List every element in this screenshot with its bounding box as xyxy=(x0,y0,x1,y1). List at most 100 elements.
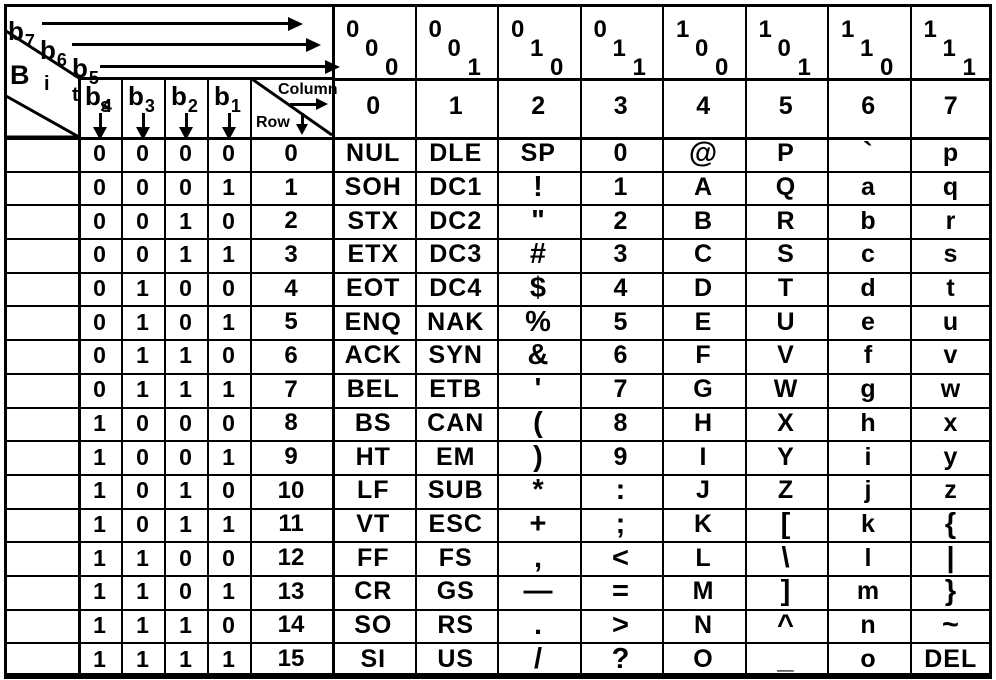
ascii-cell-5-3[interactable]: S xyxy=(777,240,795,269)
ascii-cell-7-3[interactable]: s xyxy=(943,240,958,269)
ascii-cell-1-0[interactable]: DLE xyxy=(429,139,483,168)
ascii-cell-3-9[interactable]: 9 xyxy=(613,442,628,471)
ascii-cell-7-1[interactable]: q xyxy=(942,173,959,202)
ascii-cell-3-4[interactable]: 4 xyxy=(613,274,628,303)
row-number-5[interactable]: 5 xyxy=(284,308,298,336)
column-number-5[interactable]: 5 xyxy=(778,92,793,120)
row-number-15[interactable]: 15 xyxy=(277,645,305,673)
ascii-cell-4-6[interactable]: F xyxy=(695,341,712,370)
column-number-2[interactable]: 2 xyxy=(531,92,546,120)
ascii-cell-1-4[interactable]: DC4 xyxy=(429,274,483,303)
ascii-cell-7-14[interactable]: ~ xyxy=(942,608,960,641)
ascii-cell-2-7[interactable]: ' xyxy=(534,373,542,406)
ascii-cell-6-11[interactable]: k xyxy=(861,509,876,538)
column-number-3[interactable]: 3 xyxy=(613,92,628,120)
ascii-cell-6-9[interactable]: i xyxy=(864,442,872,471)
ascii-cell-1-3[interactable]: DC3 xyxy=(429,240,483,269)
ascii-cell-0-9[interactable]: HT xyxy=(355,442,391,471)
ascii-cell-2-11[interactable]: + xyxy=(529,507,547,540)
ascii-cell-7-2[interactable]: r xyxy=(945,206,956,235)
ascii-cell-4-11[interactable]: K xyxy=(693,509,713,538)
ascii-cell-5-13[interactable]: ] xyxy=(780,575,791,608)
ascii-cell-4-8[interactable]: H xyxy=(693,408,713,437)
ascii-cell-1-6[interactable]: SYN xyxy=(428,341,483,370)
ascii-cell-3-15[interactable]: ? xyxy=(611,642,630,675)
ascii-cell-5-12[interactable]: \ xyxy=(781,541,791,574)
ascii-cell-3-2[interactable]: 2 xyxy=(613,206,628,235)
row-number-4[interactable]: 4 xyxy=(284,274,298,302)
ascii-cell-5-7[interactable]: W xyxy=(773,375,798,404)
ascii-cell-2-10[interactable]: * xyxy=(532,474,545,507)
ascii-cell-6-6[interactable]: f xyxy=(863,341,873,370)
ascii-cell-0-14[interactable]: SO xyxy=(354,610,393,639)
ascii-cell-2-12[interactable]: , xyxy=(533,541,543,574)
row-number-2[interactable]: 2 xyxy=(284,207,298,235)
row-number-3[interactable]: 3 xyxy=(284,240,298,268)
ascii-cell-3-11[interactable]: ; xyxy=(615,507,626,540)
ascii-cell-7-8[interactable]: x xyxy=(943,408,958,437)
ascii-cell-5-6[interactable]: V xyxy=(777,341,795,370)
ascii-cell-0-15[interactable]: SI xyxy=(360,644,387,673)
ascii-cell-3-10[interactable]: : xyxy=(615,474,626,507)
ascii-cell-4-14[interactable]: N xyxy=(693,610,713,639)
ascii-cell-7-0[interactable]: p xyxy=(942,139,959,168)
ascii-cell-6-8[interactable]: h xyxy=(860,408,877,437)
ascii-cell-0-6[interactable]: ACK xyxy=(344,341,402,370)
ascii-cell-4-3[interactable]: C xyxy=(693,240,713,269)
ascii-cell-4-13[interactable]: M xyxy=(692,577,714,606)
ascii-cell-2-1[interactable]: ! xyxy=(533,171,544,204)
ascii-cell-3-6[interactable]: 6 xyxy=(613,341,628,370)
ascii-cell-1-7[interactable]: ETB xyxy=(429,375,483,404)
ascii-cell-6-1[interactable]: a xyxy=(861,173,876,202)
ascii-cell-5-10[interactable]: Z xyxy=(777,476,794,505)
ascii-cell-4-10[interactable]: J xyxy=(696,476,711,505)
ascii-cell-4-15[interactable]: O xyxy=(693,644,714,673)
ascii-cell-4-1[interactable]: A xyxy=(693,173,713,202)
ascii-cell-2-8[interactable]: ( xyxy=(533,406,544,439)
ascii-cell-2-13[interactable]: — xyxy=(523,575,553,608)
ascii-cell-2-2[interactable]: " xyxy=(531,204,546,237)
ascii-cell-3-12[interactable]: < xyxy=(612,541,630,574)
column-number-0[interactable]: 0 xyxy=(366,92,381,120)
ascii-cell-6-2[interactable]: b xyxy=(860,206,877,235)
column-number-7[interactable]: 7 xyxy=(943,92,958,120)
ascii-cell-4-2[interactable]: B xyxy=(693,206,713,235)
ascii-cell-0-5[interactable]: ENQ xyxy=(344,307,402,336)
ascii-cell-1-13[interactable]: GS xyxy=(436,577,475,606)
ascii-cell-6-7[interactable]: g xyxy=(860,375,877,404)
ascii-cell-5-8[interactable]: X xyxy=(777,408,795,437)
ascii-cell-5-2[interactable]: R xyxy=(776,206,796,235)
ascii-cell-4-7[interactable]: G xyxy=(693,375,714,404)
ascii-cell-2-3[interactable]: # xyxy=(529,238,547,271)
row-number-14[interactable]: 14 xyxy=(277,611,305,639)
column-number-6[interactable]: 6 xyxy=(861,92,876,120)
ascii-cell-6-15[interactable]: o xyxy=(860,644,877,673)
ascii-cell-0-1[interactable]: SOH xyxy=(344,173,402,202)
ascii-cell-0-3[interactable]: ETX xyxy=(347,240,400,269)
ascii-cell-3-13[interactable]: = xyxy=(612,575,630,608)
ascii-cell-0-8[interactable]: BS xyxy=(354,408,392,437)
ascii-cell-0-4[interactable]: EOT xyxy=(346,274,401,303)
ascii-cell-2-15[interactable]: / xyxy=(533,642,543,675)
ascii-cell-7-12[interactable]: | xyxy=(946,541,956,574)
ascii-cell-7-11[interactable]: { xyxy=(944,507,957,540)
ascii-cell-5-15[interactable]: _ xyxy=(777,642,795,675)
ascii-cell-3-7[interactable]: 7 xyxy=(613,375,628,404)
ascii-cell-4-9[interactable]: I xyxy=(699,442,707,471)
ascii-cell-1-10[interactable]: SUB xyxy=(427,476,484,505)
ascii-cell-6-0[interactable]: ` xyxy=(863,137,874,170)
row-number-12[interactable]: 12 xyxy=(277,544,305,572)
ascii-cell-2-4[interactable]: $ xyxy=(529,272,547,305)
ascii-cell-1-11[interactable]: ESC xyxy=(428,509,483,538)
ascii-cell-7-13[interactable]: } xyxy=(944,575,957,608)
ascii-cell-2-5[interactable]: % xyxy=(525,305,552,338)
ascii-cell-7-4[interactable]: t xyxy=(946,274,956,303)
ascii-cell-5-5[interactable]: U xyxy=(776,307,796,336)
ascii-cell-2-6[interactable]: & xyxy=(527,339,549,372)
ascii-cell-3-0[interactable]: 0 xyxy=(613,139,628,168)
ascii-cell-6-5[interactable]: e xyxy=(861,307,876,336)
ascii-cell-5-1[interactable]: Q xyxy=(775,173,796,202)
column-number-1[interactable]: 1 xyxy=(448,92,463,120)
ascii-cell-4-4[interactable]: D xyxy=(693,274,713,303)
ascii-cell-2-0[interactable]: SP xyxy=(520,139,556,168)
